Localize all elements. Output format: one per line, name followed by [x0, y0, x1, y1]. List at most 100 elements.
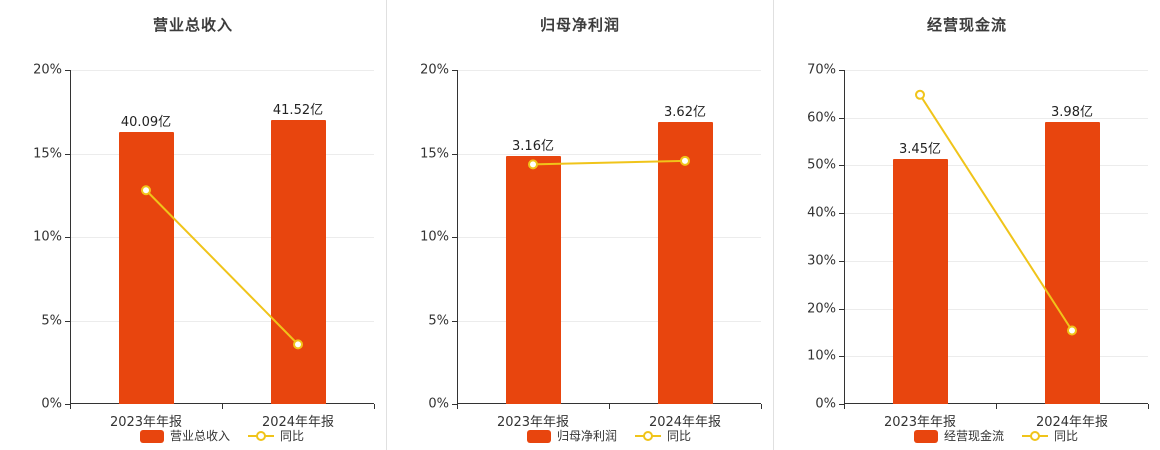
legend: 营业总收入 同比	[70, 428, 374, 444]
yoy-trend-line-svg	[915, 89, 1077, 336]
x-axis-line	[70, 403, 374, 404]
x-axis-category-label-2024-annual: 2024年年报	[1035, 415, 1109, 430]
x-axis-category-label-2023-annual: 2023年年报	[109, 415, 183, 430]
x-axis-tick	[70, 404, 71, 409]
bar-2024-annual[interactable]	[657, 121, 713, 404]
y-axis-tick-label: 10%	[33, 229, 62, 245]
y-axis-tick	[65, 153, 70, 155]
bar-2024-annual[interactable]	[270, 120, 326, 404]
x-axis-category-label-2024-annual: 2024年年报	[261, 415, 335, 430]
plot-area: 0% 5% 10% 15% 20% 40.09亿 2023年年报 41.52亿 2024年年报营…	[33, 63, 375, 443]
bar-value-label-2024-annual: 41.52亿	[272, 103, 324, 119]
y-axis-tick-label: 15%	[33, 146, 62, 161]
line-legend-glyph	[248, 431, 274, 441]
legend-item-bar-series[interactable]: 经营现金流	[913, 428, 1004, 444]
legend: 归母净利润 同比	[457, 428, 761, 444]
gridline	[457, 153, 761, 155]
y-axis-line	[70, 70, 71, 404]
y-axis-line	[457, 70, 458, 404]
y-axis-tick	[65, 320, 70, 322]
bar-value-label-2023-annual: 3.16亿	[512, 139, 554, 154]
yoy-marker-2024-annual[interactable]	[293, 339, 303, 350]
y-axis-tick-label: 20%	[807, 301, 836, 317]
y-axis-tick	[839, 356, 844, 358]
legend-item-line-series[interactable]: 同比	[1022, 428, 1078, 444]
x-axis-tick	[609, 404, 610, 409]
y-axis-tick	[65, 70, 70, 71]
legend-item-bar-series[interactable]: 营业总收入	[139, 428, 230, 444]
plot-area: 0% 10% 20% 30% 40% 50% 60% 70% 3.45亿 2023年年报 3.98亿…	[807, 63, 1149, 443]
chart-title: 归母净利润	[539, 16, 620, 34]
yoy-marker-2023-annual[interactable]	[141, 185, 151, 196]
line-series-legend-icon	[248, 430, 274, 442]
gridline	[844, 308, 1148, 310]
bar-2023-annual[interactable]	[505, 156, 561, 404]
yoy-line	[532, 159, 686, 166]
y-axis-tick	[839, 70, 844, 71]
y-axis-tick	[839, 260, 844, 262]
y-axis-line	[844, 70, 845, 404]
y-axis-tick-label: 5%	[428, 313, 449, 328]
y-axis-tick	[452, 320, 457, 322]
bar-series-legend-icon	[526, 429, 551, 443]
gridline	[844, 117, 1148, 119]
y-axis-tick-label: 15%	[420, 146, 449, 161]
y-axis-tick-label: 70%	[807, 62, 836, 78]
x-axis-tick	[457, 404, 458, 409]
yoy-marker-2024-annual[interactable]	[680, 155, 690, 166]
line-legend-circle	[256, 431, 266, 441]
legend-item-line-series[interactable]: 同比	[248, 428, 304, 444]
yoy-marker-2024-annual[interactable]	[1067, 325, 1077, 336]
line-legend-circle	[1030, 431, 1040, 441]
legend-item-bar-series[interactable]: 归母净利润	[526, 428, 617, 444]
line-legend-circle	[643, 431, 653, 441]
x-axis-tick	[222, 404, 223, 409]
gridline	[844, 165, 1148, 167]
gridline	[457, 70, 761, 71]
legend-label-bar-series: 经营现金流	[943, 429, 1004, 443]
line-legend-glyph	[635, 431, 661, 441]
gridline	[457, 320, 761, 322]
bar-series-legend-icon	[913, 429, 938, 443]
y-axis-tick	[839, 117, 844, 119]
gridline	[457, 237, 761, 238]
plot-area: 0% 5% 10% 15% 20% 3.16亿 2023年年报 3.62亿 2024年年报 归母净…	[420, 63, 762, 443]
yoy-marker-2023-annual[interactable]	[528, 159, 538, 170]
x-axis-line	[457, 403, 761, 404]
legend-item-line-series[interactable]: 同比	[635, 428, 691, 444]
legend-label-line-series: 同比	[280, 429, 305, 443]
yoy-line	[919, 94, 1073, 332]
yoy-trend-line-svg	[141, 185, 303, 350]
x-axis-tick	[374, 404, 375, 409]
x-axis-category-label-2024-annual: 2024年年报	[648, 415, 722, 430]
x-axis-category-label-2023-annual: 2023年年报	[496, 415, 570, 430]
line-series-legend-icon	[635, 430, 661, 442]
bar-value-label-2023-annual: 3.45亿	[899, 142, 941, 158]
bar-2023-annual[interactable]	[118, 131, 174, 404]
line-legend-glyph	[1022, 431, 1048, 441]
line-series-legend-icon	[1022, 430, 1048, 442]
y-axis-tick-label: 10%	[807, 348, 836, 364]
x-axis-tick	[1148, 404, 1149, 409]
bar-2024-annual[interactable]	[1044, 121, 1100, 404]
y-axis-tick-label: 20%	[33, 62, 62, 78]
legend-label-bar-series: 归母净利润	[556, 429, 617, 443]
y-axis-tick	[452, 404, 457, 405]
y-axis-tick	[65, 404, 70, 405]
gridline	[70, 237, 374, 238]
bar-value-label-2023-annual: 40.09亿	[120, 114, 172, 130]
y-axis-tick-label: 60%	[807, 110, 836, 126]
bar-value-label-2024-annual: 3.62亿	[664, 104, 706, 120]
y-axis-tick-label: 0%	[41, 396, 62, 412]
y-axis-tick	[65, 237, 70, 238]
chart-panel-operating-cash-flow: 经营现金流 0% 10% 20% 30% 40% 50% 60% 70% 3.45亿 2023年年…	[773, 0, 1160, 450]
y-axis-tick	[839, 165, 844, 167]
yoy-marker-2023-annual[interactable]	[915, 89, 925, 100]
gridline	[844, 260, 1148, 262]
x-axis-category-label-2023-annual: 2023年年报	[883, 415, 957, 430]
bar-2023-annual[interactable]	[892, 159, 948, 404]
legend-label-bar-series: 营业总收入	[169, 429, 230, 443]
gridline	[844, 356, 1148, 358]
bar-value-label-2024-annual: 3.98亿	[1051, 104, 1093, 120]
